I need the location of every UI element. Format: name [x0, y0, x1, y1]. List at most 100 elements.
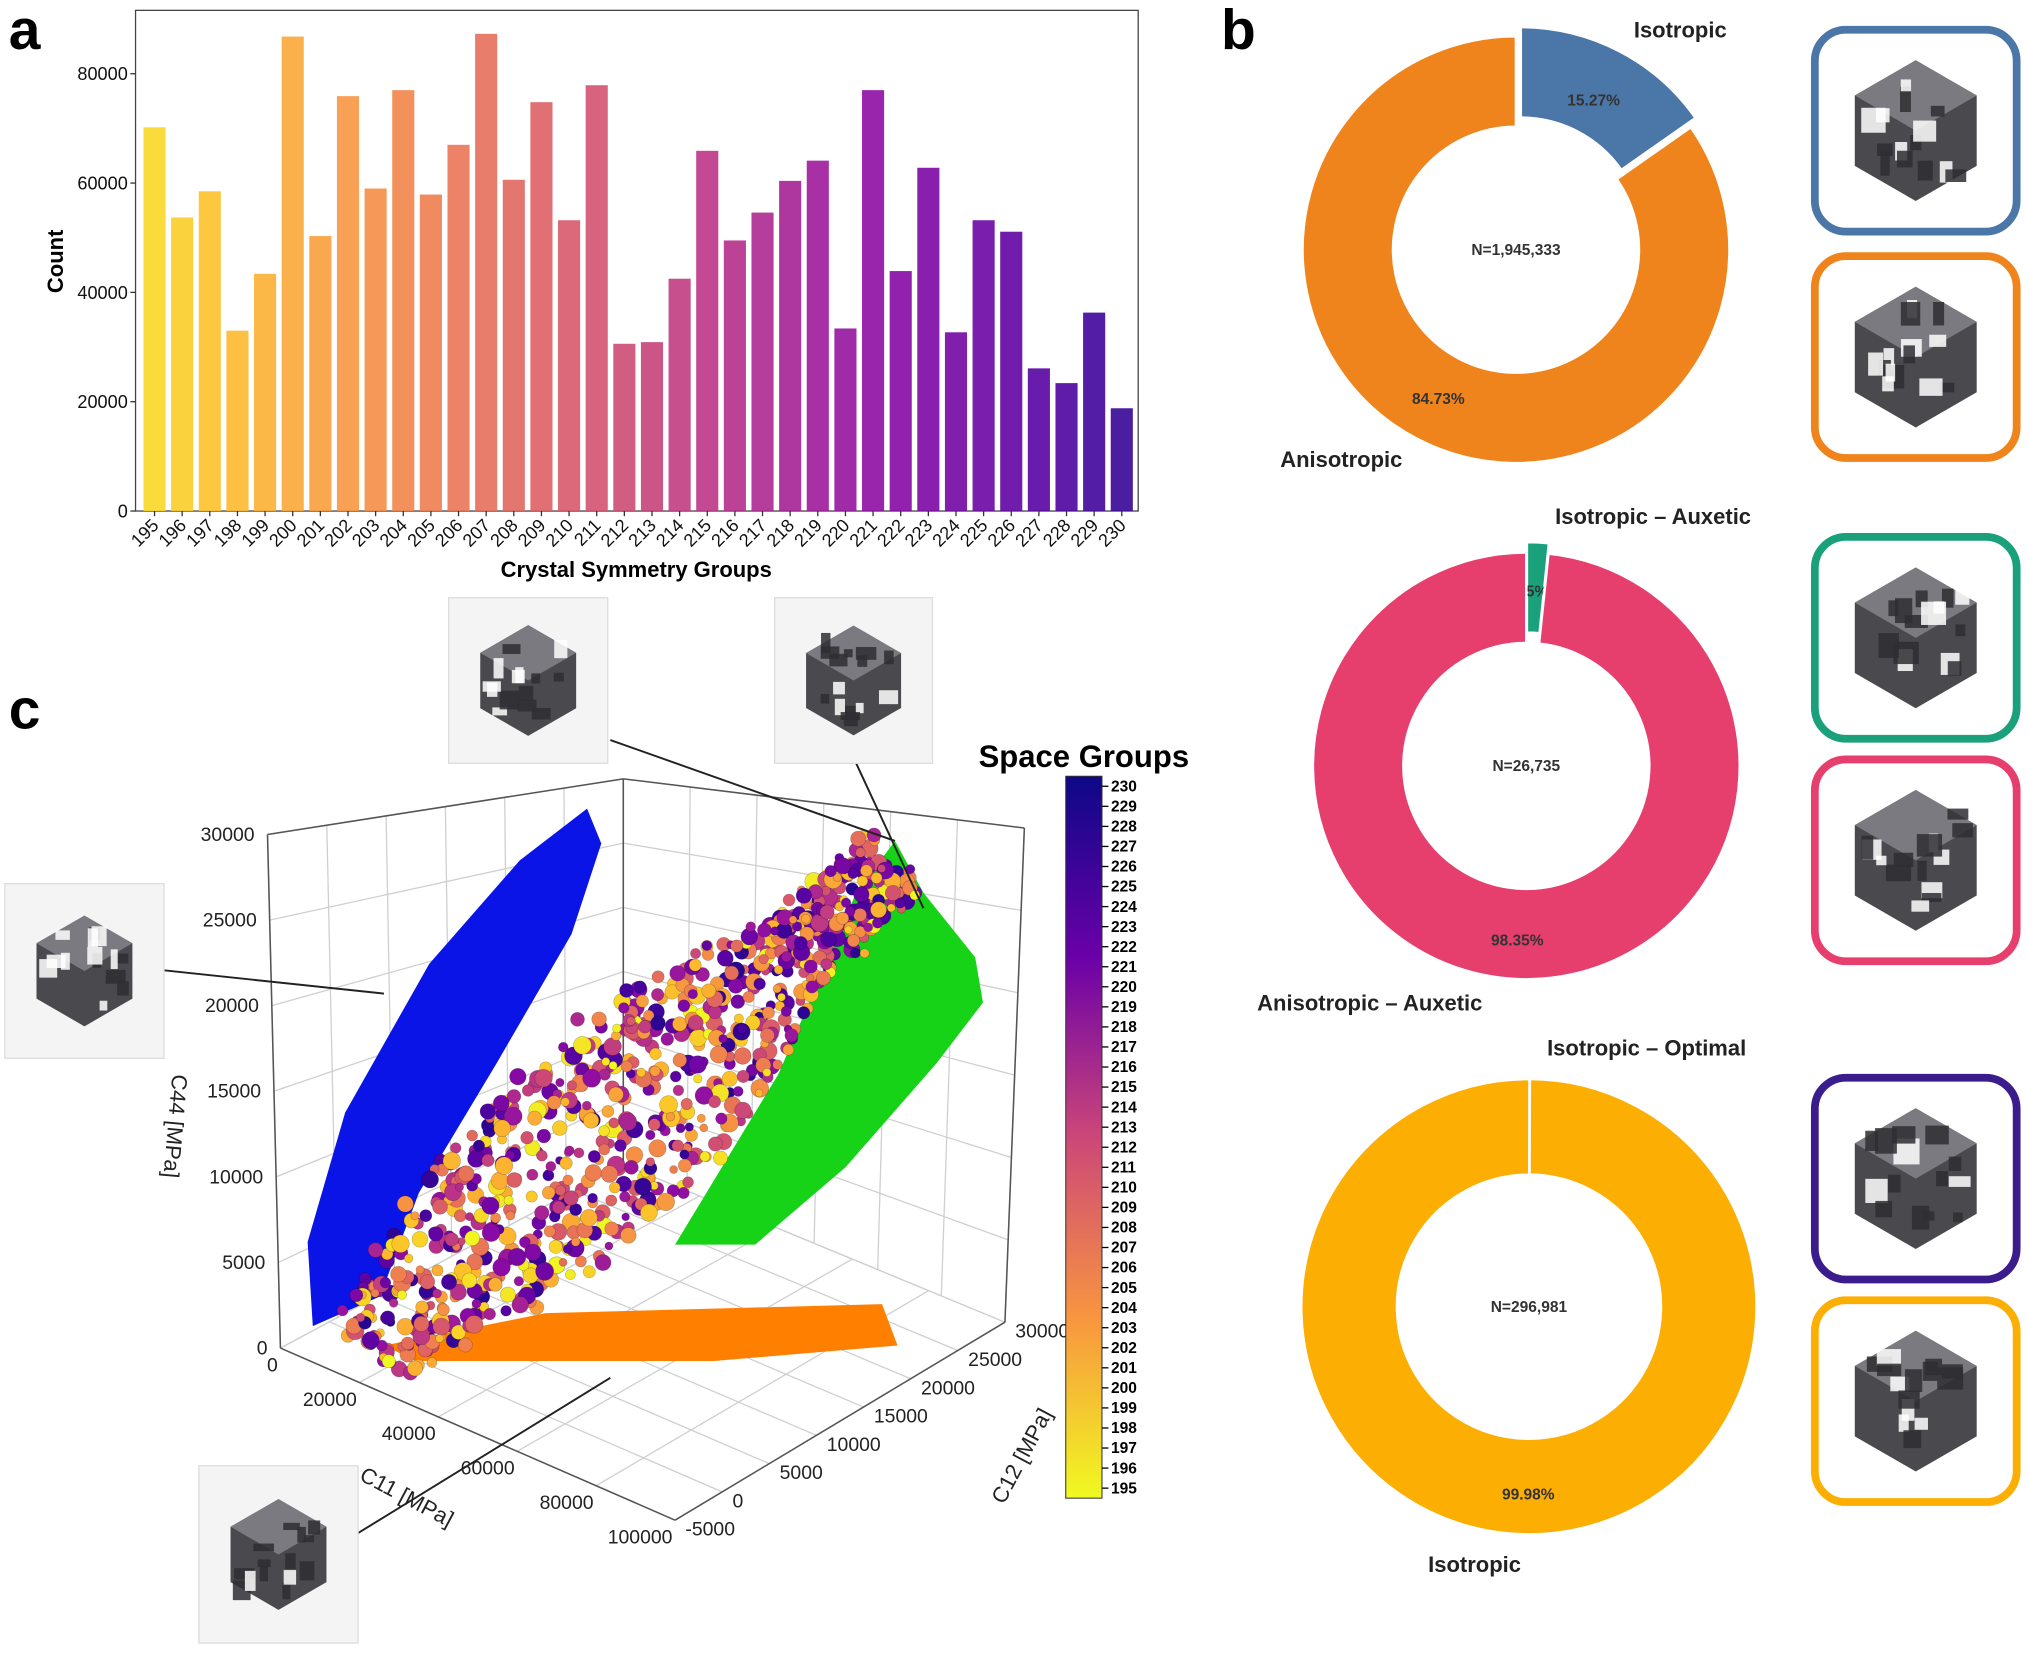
colorbar-title: Space Groups	[979, 739, 1190, 774]
scatter-point	[608, 1117, 620, 1129]
scatter-point	[682, 1176, 694, 1188]
scatter-point	[505, 1210, 516, 1221]
structure-detail	[99, 1000, 108, 1011]
bar-chart: 0 20000 40000 60000 80000 195196197198199200…	[43, 9, 1139, 582]
scatter-point	[601, 1105, 615, 1118]
scatter-point	[403, 1253, 414, 1264]
scatter-point	[715, 1112, 728, 1125]
scatter-point	[591, 1011, 607, 1027]
scatter-point	[367, 1242, 384, 1258]
inset-structure-image	[774, 597, 934, 764]
scatter-point	[455, 1182, 464, 1192]
scatter-point	[832, 872, 842, 882]
scatter-point	[582, 1112, 600, 1129]
scatter-point	[336, 1304, 349, 1317]
scatter-point	[570, 1012, 585, 1027]
scatter-point	[562, 1174, 574, 1186]
structure-detail	[1888, 600, 1899, 617]
colorbar-label: 229	[1111, 799, 1137, 816]
structure-detail	[299, 1561, 315, 1581]
scatter-point	[672, 1084, 685, 1097]
colorbar-label: 205	[1111, 1280, 1137, 1297]
structure-detail	[1917, 860, 1927, 881]
scatter-point	[573, 1036, 592, 1055]
scatter-point	[758, 954, 769, 965]
scatter-point	[742, 990, 755, 1003]
scatter-point	[730, 939, 744, 953]
structure-detail	[1921, 601, 1947, 625]
structure-detail	[91, 926, 107, 947]
colorbar-gradient	[1065, 775, 1103, 1499]
scatter-point	[853, 908, 867, 922]
scatter-point	[603, 1037, 622, 1056]
structure-detail	[1890, 1376, 1910, 1392]
scatter-point	[736, 1069, 750, 1083]
structure-detail	[1933, 301, 1945, 326]
structure-detail	[843, 649, 853, 658]
bar	[364, 188, 387, 512]
scatter-point	[381, 1354, 396, 1369]
bar	[640, 342, 664, 512]
scatter-point	[857, 875, 869, 887]
slice-percent-label: 84.73%	[1412, 391, 1465, 408]
structure-detail	[857, 655, 868, 667]
structure-thumbnail	[1810, 252, 2021, 462]
scatter-point	[604, 1221, 620, 1237]
scatter-point	[679, 1149, 690, 1160]
scatter-point	[820, 931, 837, 948]
structure-detail	[1941, 588, 1954, 608]
structure-detail	[518, 685, 534, 701]
structure-detail	[1936, 1171, 1949, 1187]
structure-detail	[531, 673, 541, 684]
scatter-point	[701, 940, 713, 951]
scatter-point	[640, 1203, 658, 1222]
scatter-point	[432, 1317, 451, 1336]
structure-detail	[1929, 334, 1947, 347]
scatter-point	[432, 1288, 442, 1299]
slice-percent-label: 99.98%	[1502, 1486, 1555, 1503]
scatter-point	[636, 1067, 646, 1078]
x-tick-label: 100000	[608, 1526, 673, 1548]
structure-detail	[855, 702, 864, 714]
scatter-point	[718, 1034, 728, 1044]
bar	[419, 194, 442, 512]
colorbar-label: 198	[1111, 1420, 1137, 1437]
scatter-point	[466, 1129, 478, 1142]
x-tick-label: 80000	[540, 1492, 594, 1514]
scatter-points	[336, 827, 923, 1381]
scatter-point	[649, 1065, 661, 1077]
colorbar-label: 222	[1111, 939, 1137, 956]
axis-line	[267, 778, 624, 836]
scatter-point	[805, 980, 819, 994]
scatter-point	[638, 1020, 652, 1034]
scatter-point	[397, 1289, 408, 1300]
structure-detail	[834, 698, 846, 716]
y-tick-label: 20000	[921, 1377, 975, 1399]
structure-detail	[87, 946, 103, 965]
scatter-point	[450, 1142, 462, 1154]
scatter-point	[598, 1068, 611, 1081]
scatter-point	[526, 1168, 539, 1181]
colorbar: Space Groups 230 229 228 227 226 225 224 223 222…	[979, 739, 1190, 1499]
y-tick-label: 80000	[77, 64, 127, 84]
structure-detail	[833, 681, 845, 695]
scatter-point	[844, 905, 856, 917]
x-axis-title: C11 [MPa]	[356, 1462, 458, 1532]
scatter-point	[361, 1331, 380, 1350]
bar	[834, 328, 857, 512]
scatter-point	[545, 1161, 557, 1172]
colorbar-label: 213	[1111, 1119, 1137, 1136]
scatter-point	[380, 1310, 396, 1326]
bar	[392, 90, 415, 512]
scatter-point	[847, 867, 859, 879]
scatter-point	[419, 1209, 433, 1223]
structure-top-face	[480, 625, 577, 681]
scatter-point	[506, 1089, 522, 1104]
scatter-point	[464, 1230, 481, 1247]
scatter-point	[708, 1095, 721, 1109]
scatter-point	[543, 1225, 556, 1238]
structure-detail	[517, 699, 537, 712]
y-tick-label: 30000	[1015, 1321, 1069, 1343]
scatter-point	[391, 1234, 410, 1253]
scatter-point	[584, 1164, 602, 1182]
